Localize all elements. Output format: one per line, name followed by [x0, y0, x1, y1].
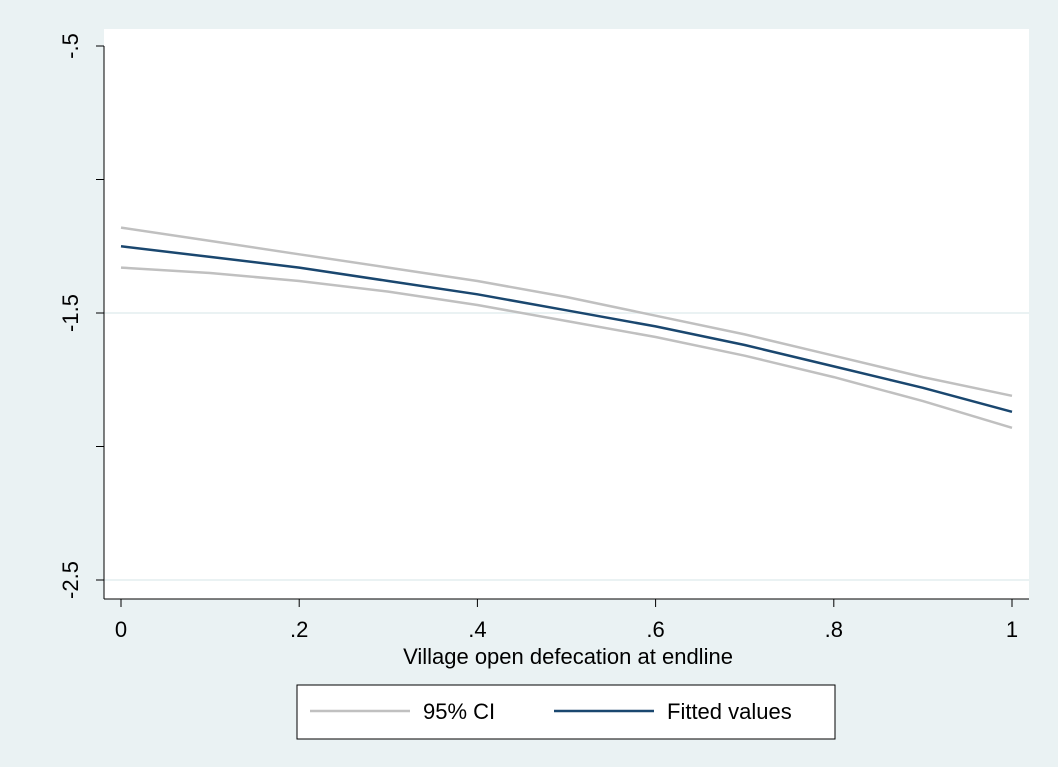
x-tick-label-3: .6 [646, 617, 664, 642]
y-tick-label-4: -2.5 [58, 561, 83, 599]
series-lines [120, 226, 1013, 429]
legend-label-fitted: Fitted values [667, 699, 792, 724]
x-tick-label-2: .4 [468, 617, 486, 642]
axes: -.5 -1.5 -2.5 0 .2 .4 .6 .8 1 [58, 33, 1029, 642]
grid-lines [104, 312, 1029, 581]
series-line-ci_upper [120, 226, 1013, 398]
legend-label-ci: 95% CI [423, 699, 495, 724]
x-tick-label-5: 1 [1006, 617, 1018, 642]
x-tick-label-4: .8 [825, 617, 843, 642]
x-axis-title: Village open defecation at endline [403, 644, 733, 669]
legend: 95% CI Fitted values [296, 684, 836, 740]
y-tick-label-0: -.5 [58, 33, 83, 59]
series-line-fit [120, 245, 1013, 414]
x-tick-label-1: .2 [290, 617, 308, 642]
y-tick-label-2: -1.5 [58, 294, 83, 332]
x-tick-label-0: 0 [115, 617, 127, 642]
series-line-ci_lower [120, 266, 1013, 429]
